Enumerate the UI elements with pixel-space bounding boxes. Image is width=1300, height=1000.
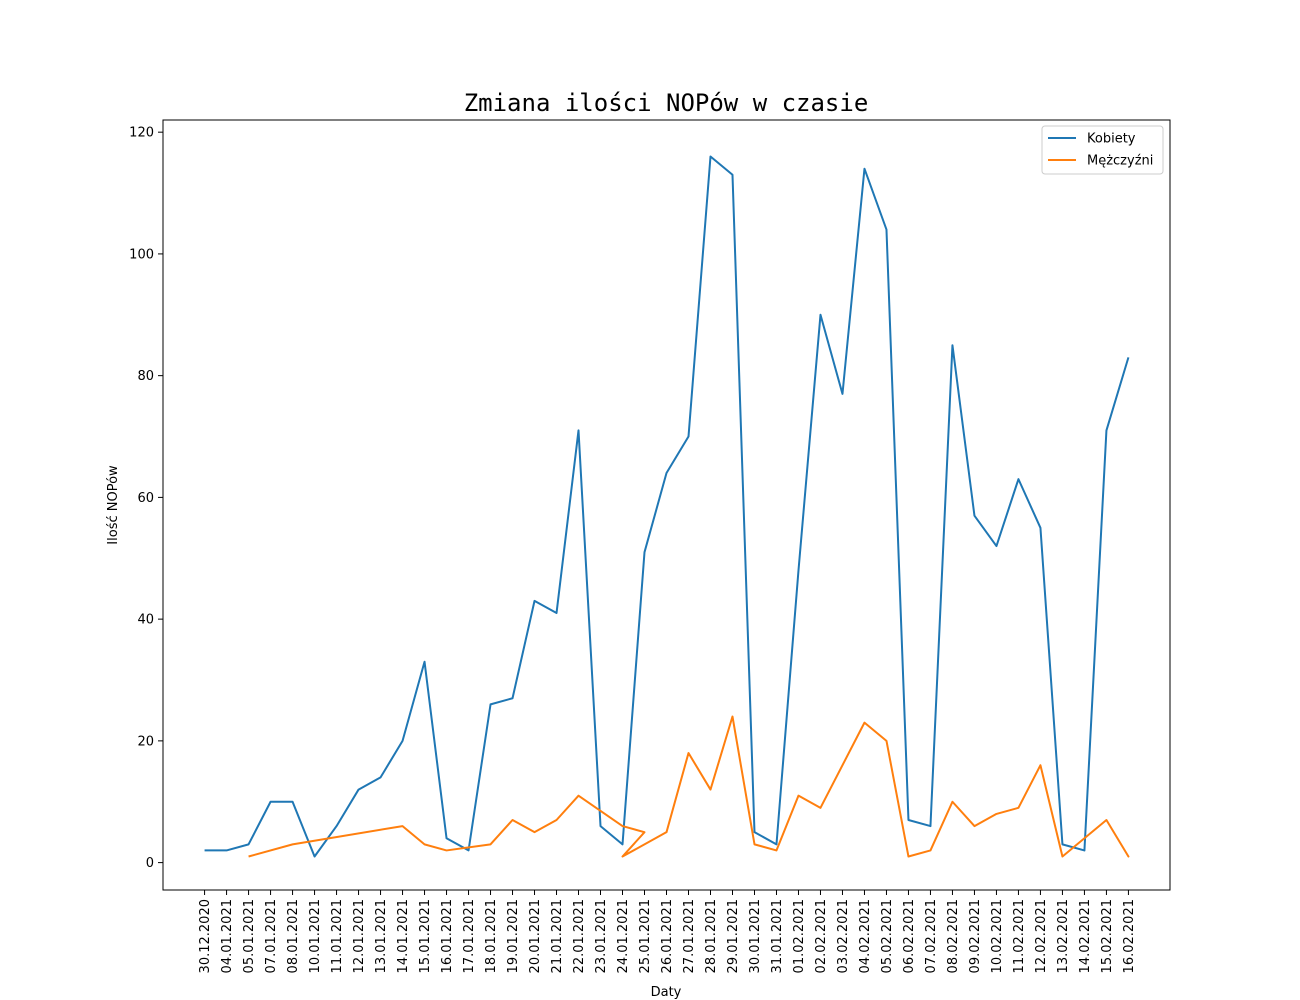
x-tick-label: 15.01.2021 (418, 899, 433, 973)
x-tick-label: 12.02.2021 (1034, 899, 1049, 973)
x-tick-label: 18.01.2021 (484, 899, 499, 973)
x-tick-label: 13.01.2021 (374, 899, 389, 973)
x-tick-label: 04.02.2021 (858, 899, 873, 973)
x-tick-label: 16.02.2021 (1122, 899, 1137, 973)
x-tick-label: 02.02.2021 (814, 899, 829, 973)
x-tick-label: 05.01.2021 (242, 899, 257, 973)
x-tick-label: 10.01.2021 (308, 899, 323, 973)
y-axis-label: Ilość NOPów (106, 465, 121, 545)
y-tick-label: 100 (129, 247, 154, 262)
x-tick-label: 24.01.2021 (616, 899, 631, 973)
x-tick-label: 31.01.2021 (770, 899, 785, 973)
x-tick-label: 11.01.2021 (330, 899, 345, 973)
x-tick-label: 07.01.2021 (264, 899, 279, 973)
x-tick-label: 14.01.2021 (396, 899, 411, 973)
x-tick-label: 17.01.2021 (462, 899, 477, 973)
x-tick-label: 30.12.2020 (198, 899, 213, 973)
series-layer (204, 155, 1130, 858)
legend-label: Mężczyźni (1087, 154, 1153, 169)
x-tick-label: 13.02.2021 (1056, 899, 1071, 973)
x-axis: 30.12.2020 04.01.2021 05.01.2021 07.01.2021… (198, 890, 1137, 973)
x-tick-label: 01.02.2021 (792, 899, 807, 973)
x-tick-label: 29.01.2021 (726, 899, 741, 973)
x-tick-label: 26.01.2021 (660, 899, 675, 973)
legend: Kobiety Mężczyźni (1041, 125, 1164, 175)
x-tick-label: 08.02.2021 (946, 899, 961, 973)
chart-title: Zmiana ilości NOPów w czasie (464, 89, 869, 117)
x-tick-label: 15.02.2021 (1100, 899, 1115, 973)
x-tick-label: 25.01.2021 (638, 899, 653, 973)
y-tick-label: 120 (129, 126, 154, 141)
x-tick-label: 21.01.2021 (550, 899, 565, 973)
x-tick-label: 16.01.2021 (440, 899, 455, 973)
x-tick-label: 27.01.2021 (682, 899, 697, 973)
x-axis-label: Daty (651, 985, 682, 1000)
y-tick-label: 20 (137, 734, 154, 749)
x-tick-label: 22.01.2021 (572, 899, 587, 973)
y-axis: 0 20 40 60 80 100 120 (129, 126, 163, 871)
x-tick-label: 12.01.2021 (352, 899, 367, 973)
x-tick-label: 08.01.2021 (286, 899, 301, 973)
x-tick-label: 03.02.2021 (836, 899, 851, 973)
x-tick-label: 23.01.2021 (594, 899, 609, 973)
x-tick-label: 09.02.2021 (968, 899, 983, 973)
x-tick-label: 14.02.2021 (1078, 899, 1093, 973)
x-tick-label: 20.01.2021 (528, 899, 543, 973)
x-tick-label: 07.02.2021 (924, 899, 939, 973)
y-tick-label: 80 (137, 369, 154, 384)
x-tick-label: 30.01.2021 (748, 899, 763, 973)
y-tick-label: 0 (146, 856, 154, 871)
y-tick-label: 60 (137, 491, 154, 506)
x-tick-label: 11.02.2021 (1012, 899, 1027, 973)
x-tick-label: 05.02.2021 (880, 899, 895, 973)
x-tick-label: 19.01.2021 (506, 899, 521, 973)
x-tick-label: 06.02.2021 (902, 899, 917, 973)
x-tick-label: 04.01.2021 (220, 899, 235, 973)
x-tick-label: 10.02.2021 (990, 899, 1005, 973)
legend-label: Kobiety (1087, 132, 1136, 147)
x-tick-label: 28.01.2021 (704, 899, 719, 973)
y-tick-label: 40 (137, 613, 154, 628)
